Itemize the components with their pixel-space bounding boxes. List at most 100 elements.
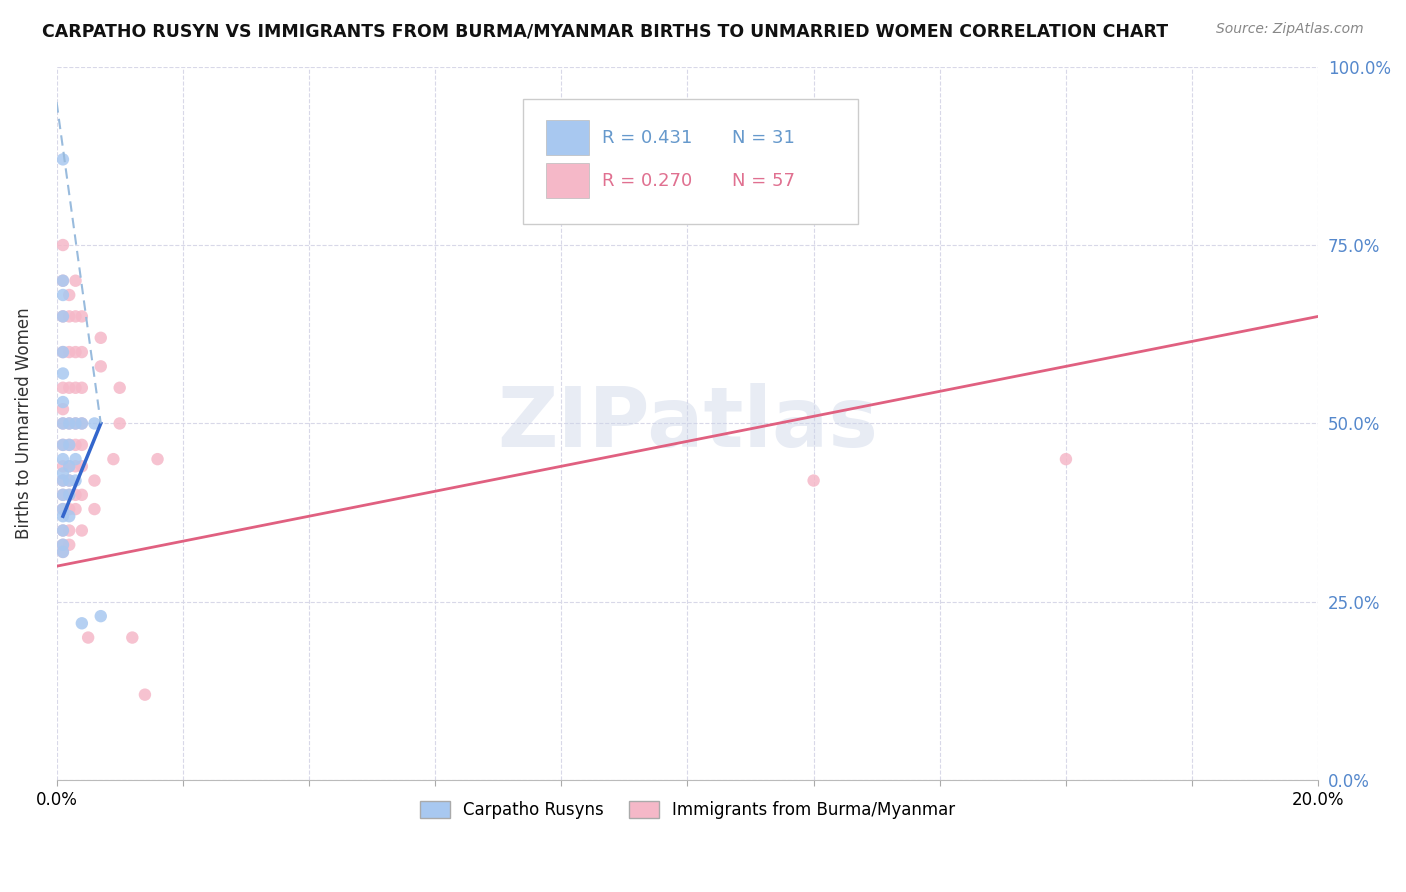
Point xyxy=(65,274,87,288)
Point xyxy=(103,452,125,467)
Point xyxy=(65,488,87,502)
Point xyxy=(70,524,93,538)
Point xyxy=(52,153,75,167)
Point xyxy=(52,395,75,409)
Point xyxy=(65,345,87,359)
Point xyxy=(52,402,75,417)
Point xyxy=(70,417,93,431)
Point xyxy=(58,459,80,474)
Point xyxy=(52,509,75,524)
Point xyxy=(70,417,93,431)
Point xyxy=(58,381,80,395)
Point xyxy=(83,502,105,516)
Point xyxy=(58,417,80,431)
FancyBboxPatch shape xyxy=(523,99,858,224)
Point xyxy=(52,310,75,324)
Point xyxy=(77,631,100,645)
Point xyxy=(52,524,75,538)
Point xyxy=(58,345,80,359)
Point xyxy=(52,274,75,288)
Point xyxy=(70,310,93,324)
Point xyxy=(70,616,93,631)
Point xyxy=(52,438,75,452)
Point xyxy=(70,459,93,474)
Point xyxy=(52,545,75,559)
Point xyxy=(83,474,105,488)
Point xyxy=(58,538,80,552)
Text: R = 0.270: R = 0.270 xyxy=(602,172,692,190)
Point xyxy=(52,367,75,381)
Legend: Carpatho Rusyns, Immigrants from Burma/Myanmar: Carpatho Rusyns, Immigrants from Burma/M… xyxy=(413,794,962,825)
Point xyxy=(146,452,169,467)
FancyBboxPatch shape xyxy=(546,163,589,198)
Point xyxy=(58,488,80,502)
Point xyxy=(83,417,105,431)
Point xyxy=(52,417,75,431)
Point xyxy=(58,310,80,324)
Point xyxy=(65,310,87,324)
Point xyxy=(121,631,143,645)
Point xyxy=(65,502,87,516)
Point xyxy=(65,459,87,474)
Point xyxy=(52,474,75,488)
Point xyxy=(52,459,75,474)
Point xyxy=(65,417,87,431)
Point xyxy=(52,274,75,288)
Point xyxy=(90,331,112,345)
Point xyxy=(65,438,87,452)
Point xyxy=(70,381,93,395)
Text: R = 0.431: R = 0.431 xyxy=(602,129,692,147)
Point xyxy=(52,545,75,559)
Point xyxy=(90,359,112,374)
Point xyxy=(90,609,112,624)
Point xyxy=(52,345,75,359)
Point xyxy=(58,509,80,524)
Point xyxy=(134,688,156,702)
Point xyxy=(108,381,131,395)
Point xyxy=(52,524,75,538)
Point xyxy=(1054,452,1077,467)
Point xyxy=(52,452,75,467)
Point xyxy=(58,288,80,302)
FancyBboxPatch shape xyxy=(546,120,589,155)
Point xyxy=(65,474,87,488)
Point xyxy=(58,438,80,452)
Point xyxy=(52,474,75,488)
Y-axis label: Births to Unmarried Women: Births to Unmarried Women xyxy=(15,308,32,540)
Point xyxy=(65,381,87,395)
Text: N = 57: N = 57 xyxy=(731,172,794,190)
Point xyxy=(58,438,80,452)
Point xyxy=(58,524,80,538)
Text: ZIPatlas: ZIPatlas xyxy=(496,383,877,464)
Point xyxy=(70,438,93,452)
Point xyxy=(52,381,75,395)
Point xyxy=(58,417,80,431)
Point xyxy=(52,488,75,502)
Point xyxy=(58,474,80,488)
Point xyxy=(70,488,93,502)
Point xyxy=(65,417,87,431)
Point xyxy=(52,288,75,302)
Text: Source: ZipAtlas.com: Source: ZipAtlas.com xyxy=(1216,22,1364,37)
Point xyxy=(58,488,80,502)
Point xyxy=(65,452,87,467)
Text: N = 31: N = 31 xyxy=(731,129,794,147)
Point xyxy=(52,238,75,252)
Point xyxy=(52,345,75,359)
Point xyxy=(803,474,825,488)
Point xyxy=(52,502,75,516)
Point xyxy=(108,417,131,431)
Point xyxy=(52,538,75,552)
Point xyxy=(52,467,75,481)
Point xyxy=(52,417,75,431)
Point xyxy=(52,502,75,516)
Point xyxy=(52,538,75,552)
Point xyxy=(58,459,80,474)
Point xyxy=(58,502,80,516)
Point xyxy=(52,438,75,452)
Point xyxy=(58,474,80,488)
Point xyxy=(70,345,93,359)
Text: CARPATHO RUSYN VS IMMIGRANTS FROM BURMA/MYANMAR BIRTHS TO UNMARRIED WOMEN CORREL: CARPATHO RUSYN VS IMMIGRANTS FROM BURMA/… xyxy=(42,22,1168,40)
Point xyxy=(52,310,75,324)
Point xyxy=(52,488,75,502)
